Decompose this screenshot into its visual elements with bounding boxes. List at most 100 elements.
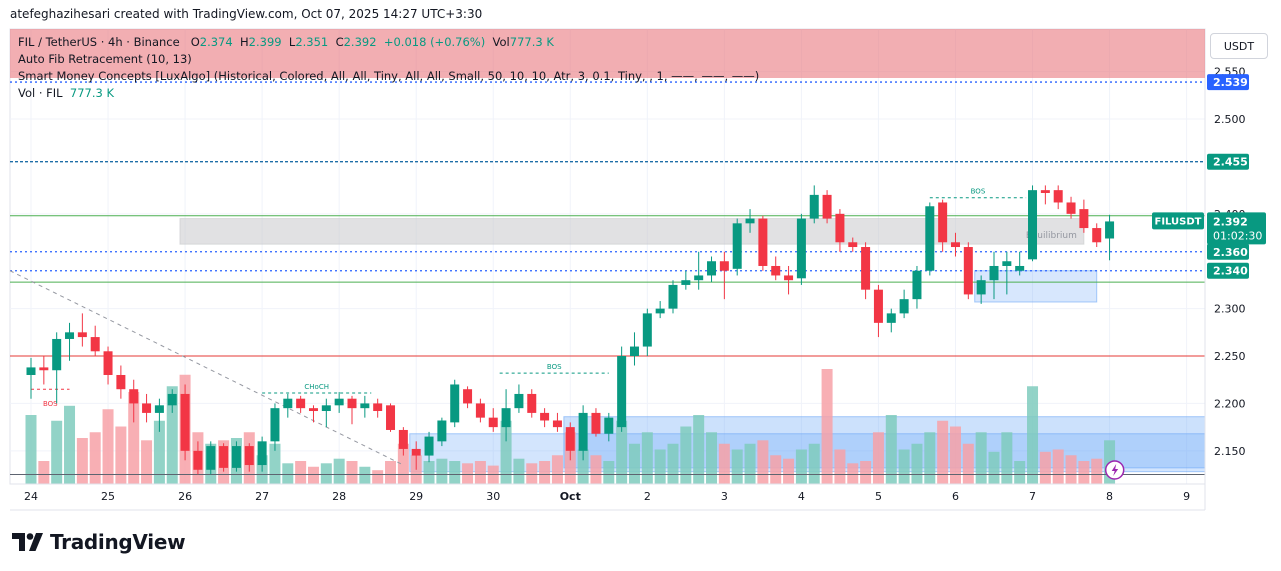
price-label-box xyxy=(1207,153,1249,170)
volume-bar xyxy=(988,451,1000,484)
legend-vol-indicator[interactable]: Vol · FIL 777.3 K xyxy=(18,86,114,100)
volume-bar xyxy=(141,440,153,484)
candle-body xyxy=(886,313,896,323)
volume-bar xyxy=(423,461,435,484)
volume-bar xyxy=(1065,455,1077,484)
volume-bar xyxy=(1027,386,1039,484)
volume-bar xyxy=(654,449,666,484)
price-zone xyxy=(179,218,1085,245)
candle-body xyxy=(527,393,537,413)
candle-body xyxy=(745,218,755,224)
y-tick-label: 2.300 xyxy=(1214,303,1246,316)
structure-label: BOS xyxy=(547,363,562,371)
x-tick-label: 30 xyxy=(486,490,500,503)
candle-body xyxy=(475,403,485,418)
tradingview-logo[interactable]: TradingView xyxy=(12,529,186,555)
y-tick-label: 2.500 xyxy=(1214,113,1246,126)
x-tick-label: 5 xyxy=(875,490,882,503)
x-tick-label: 7 xyxy=(1029,490,1036,503)
volume-bar xyxy=(885,415,897,484)
last-price-box xyxy=(1207,212,1266,245)
price-label-box xyxy=(1207,262,1249,279)
currency-button[interactable]: USDT xyxy=(1210,33,1268,59)
volume-bar xyxy=(821,369,833,484)
candle-body xyxy=(835,213,845,243)
candle-body xyxy=(398,429,408,449)
volume-bar xyxy=(603,461,615,484)
volume-bar xyxy=(667,443,679,484)
candle-body xyxy=(578,412,588,451)
volume-bar xyxy=(872,432,884,484)
volume-bar xyxy=(693,415,705,484)
x-tick-label: 3 xyxy=(721,490,728,503)
brand-name: TradingView xyxy=(50,530,186,554)
volume-bar xyxy=(911,443,923,484)
candle-body xyxy=(103,351,113,375)
legend-panel xyxy=(10,29,1205,78)
x-tick-label: 24 xyxy=(24,490,38,503)
candle-body xyxy=(938,202,948,243)
volume-bar xyxy=(795,449,807,484)
structure-label: BOS xyxy=(971,188,986,196)
overlays xyxy=(1104,460,1125,480)
volume-bar xyxy=(359,466,371,484)
candle-body xyxy=(360,403,370,409)
x-tick-label: 6 xyxy=(952,490,959,503)
volume-bar xyxy=(51,420,63,484)
x-tick-label: 8 xyxy=(1106,490,1113,503)
x-tick-label: 27 xyxy=(255,490,269,503)
volume-bar xyxy=(949,426,961,484)
candle-body xyxy=(90,337,100,352)
candle-body xyxy=(848,242,858,248)
candle-body xyxy=(116,374,126,390)
candle-body xyxy=(1028,190,1038,260)
horizontal-levels xyxy=(9,81,1205,476)
bar-countdown: 01:02:30 xyxy=(1213,229,1262,242)
volume-bar xyxy=(307,466,319,484)
volume-bar xyxy=(847,463,859,484)
candle-body xyxy=(167,393,177,406)
zones: Equilibrium xyxy=(179,218,1206,473)
market-structure: BOS CHoCH BOS BOS xyxy=(31,188,1027,408)
volume-bar xyxy=(102,409,114,484)
legend-fib[interactable]: Auto Fib Retracement (10, 13) xyxy=(18,52,192,66)
candle-body xyxy=(963,247,973,295)
candle-body xyxy=(321,405,331,412)
candle-body xyxy=(899,299,909,314)
candle-body xyxy=(707,261,717,276)
volume-bar xyxy=(924,432,936,484)
legend-open-label: O xyxy=(190,35,200,49)
legend-low-label: L xyxy=(288,35,296,49)
x-tick-label: 29 xyxy=(409,490,423,503)
candle-body xyxy=(463,389,473,404)
volume-bar xyxy=(1091,458,1103,484)
volume-bar xyxy=(38,461,50,484)
x-tick-label: 28 xyxy=(332,490,346,503)
legend-high: 2.399 xyxy=(248,35,282,49)
candle-body xyxy=(373,403,383,412)
legend-smc[interactable]: Smart Money Concepts [LuxAlgo] (Historic… xyxy=(18,69,760,83)
candle-body xyxy=(244,446,254,466)
candle-body xyxy=(65,332,75,339)
candle-body xyxy=(308,408,318,412)
volume-bar xyxy=(295,461,307,484)
volume-bar xyxy=(808,443,820,484)
candle-body xyxy=(206,446,216,470)
candle-body xyxy=(1079,209,1089,229)
volume-bar xyxy=(731,449,743,484)
volume-bar xyxy=(526,463,538,484)
candle-body xyxy=(437,420,447,442)
candle-body xyxy=(642,313,652,347)
candle-body xyxy=(591,412,601,434)
candle-body xyxy=(334,398,344,406)
candle-body xyxy=(296,398,306,409)
candle-body xyxy=(822,194,832,219)
legend-symbol-row[interactable]: FIL / TetherUS · 4h · Binance O2.374 H2.… xyxy=(18,35,554,49)
candle-body xyxy=(488,417,498,428)
candle-body xyxy=(565,427,575,451)
candle-body xyxy=(668,284,678,309)
y-tick-label: 2.200 xyxy=(1214,397,1246,410)
legend-open: 2.374 xyxy=(199,35,233,49)
volume-bar xyxy=(616,420,628,484)
